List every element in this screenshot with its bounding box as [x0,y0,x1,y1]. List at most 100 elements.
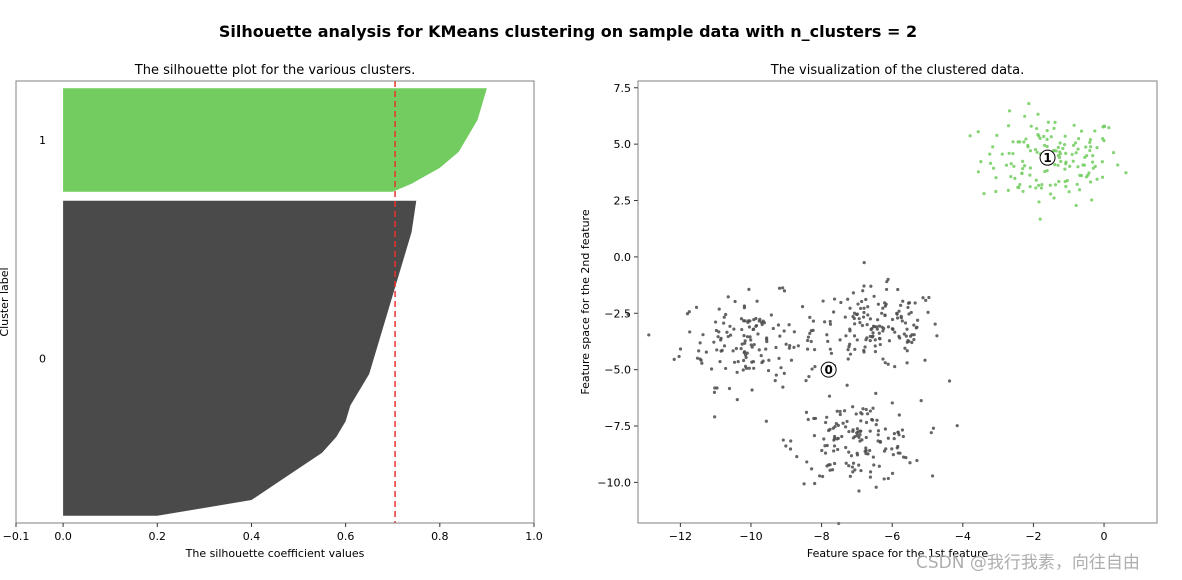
data-point [861,289,865,293]
data-point [808,315,812,320]
suptitle: Silhouette analysis for KMeans clusterin… [219,22,917,41]
data-point [846,357,850,361]
data-point [851,461,856,465]
data-point [873,344,877,348]
data-point [852,311,857,315]
data-point [764,347,768,351]
data-point [827,394,832,398]
data-point [847,430,851,434]
data-point [828,319,832,324]
data-point [1045,144,1049,149]
data-point [874,391,878,395]
data-point [1056,153,1060,158]
data-point [733,299,737,304]
data-point [787,346,791,350]
data-point [784,444,788,448]
data-point [1056,145,1060,149]
data-point [1074,151,1078,155]
data-point [825,443,829,448]
data-point [1077,137,1081,141]
x-tick-label: 0.0 [54,530,72,543]
data-point [926,310,930,314]
data-point [865,322,869,327]
data-point [743,341,747,345]
data-point [821,299,825,303]
data-point [897,433,901,437]
data-point [760,360,764,365]
data-point [1102,124,1106,129]
data-point [849,454,854,458]
data-point [886,362,890,366]
data-point [697,349,701,353]
data-point [1072,123,1076,127]
data-point [898,451,902,455]
data-point [741,368,745,372]
data-point [1071,143,1076,147]
data-point [919,399,923,403]
data-point [756,332,760,336]
cluster-center-marker [1039,149,1056,166]
data-point [880,311,884,315]
data-point [909,310,913,315]
data-point [851,291,856,295]
data-point [839,300,843,305]
data-point [901,434,905,439]
data-point [754,323,759,328]
data-point [1077,188,1082,192]
data-point [1089,145,1093,149]
data-point [905,349,909,353]
data-point [722,321,726,325]
data-point [833,434,837,439]
data-point [1064,151,1068,155]
data-point [843,315,847,319]
data-point [855,431,859,435]
data-point [1070,152,1074,157]
data-point [759,354,763,358]
data-point [861,315,866,319]
data-point [848,342,852,346]
data-point [745,335,750,339]
data-point [872,294,876,298]
data-point [890,401,894,405]
data-point [1059,159,1063,164]
data-point [694,305,699,309]
y-tick-label: 0 [39,352,46,365]
data-point [1028,184,1032,189]
data-point [855,427,859,431]
data-point [876,433,880,437]
data-point [792,345,796,349]
data-point [828,427,832,431]
data-point [862,284,866,288]
data-point [781,385,785,389]
x-tick-label: 0.2 [149,530,167,543]
data-point [717,307,721,311]
data-point [732,327,736,331]
data-point [804,410,809,414]
data-point [864,446,868,450]
data-point [1034,186,1038,190]
data-point [1034,178,1038,182]
data-point [844,425,848,429]
x-tick-label: 0.8 [431,530,449,543]
data-point [828,347,832,351]
data-point [747,325,752,329]
data-point [1100,160,1104,164]
x-tick-label: 0 [1101,530,1108,543]
data-point [1028,149,1033,153]
data-point [701,333,705,337]
data-point [739,347,743,351]
data-point [678,347,683,351]
data-point [901,299,905,303]
data-point [1028,166,1033,170]
data-point [808,331,812,335]
data-point [809,329,813,333]
data-point [744,355,748,360]
data-point [921,296,925,300]
data-point [777,356,781,360]
data-point [765,336,769,340]
data-point [788,447,793,451]
data-point [822,437,826,441]
data-point [892,437,896,441]
data-point [856,302,860,306]
